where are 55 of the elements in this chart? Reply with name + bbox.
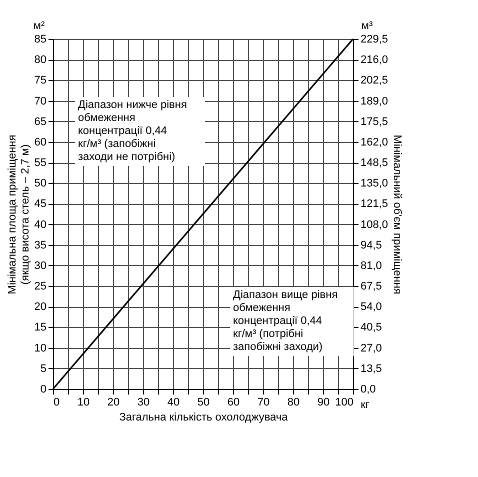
y-tick-label: 15 (34, 322, 46, 334)
y-tick-label: 5 (40, 362, 46, 375)
text: м² (33, 20, 45, 32)
y-tick-label: 75 (34, 74, 46, 87)
text: м³ (361, 20, 373, 32)
y-tick-label: 50 (34, 178, 46, 190)
y-tick-label: 65 (34, 116, 46, 128)
y-tick-label: 10 (34, 342, 46, 354)
y-tick-label: 45 (34, 198, 46, 210)
y2-tick-label: 0,0 (360, 384, 376, 396)
annotation: Діапазон нижче рівня обмеження концентрації 0,44 кг/м³ (запобіжні заходи не потрібні) (78, 99, 187, 163)
text: кг (360, 399, 370, 411)
y-axis-title: Мінімальна площа приміщення (якщо висота стель – 2,7 м) (6, 134, 32, 294)
y-tick-label: 55 (34, 157, 46, 170)
y2-tick-label: 13,5 (360, 362, 382, 375)
y2-tick-label: 27,0 (360, 342, 382, 354)
y2-tick-label: 54,0 (360, 301, 382, 314)
x-tick-label: 40 (167, 396, 180, 408)
y-tick-label: 85 (34, 34, 46, 46)
y2-tick-label: 202,5 (360, 74, 388, 87)
y-tick-label: 80 (34, 54, 46, 66)
x-tick-label: 70 (257, 396, 270, 408)
y2-axis-title: Мінімальний об'єм приміщення (391, 134, 404, 294)
x-tick-label: 80 (287, 396, 300, 408)
y-tick-label: 25 (34, 280, 46, 293)
x-tick-label: 100 (335, 396, 354, 408)
y2-tick-label: 135,0 (360, 178, 388, 190)
y2-tick-label: 121,5 (360, 198, 388, 210)
y2-tick-label: 94,5 (360, 239, 382, 252)
x-tick-label: 20 (107, 396, 120, 408)
y-tick-label: 70 (34, 95, 46, 108)
y2-tick-label: 162,0 (360, 136, 388, 148)
x-tick-label: 90 (317, 396, 330, 408)
x-tick-label: 0 (54, 396, 60, 408)
y-tick-label: 35 (34, 239, 46, 252)
y-tick-label: 60 (34, 136, 46, 148)
y-tick-label: 30 (34, 260, 46, 272)
y-tick-label: 20 (34, 301, 46, 314)
y2-tick-label: 81,0 (360, 260, 382, 272)
x-tick-label: 10 (77, 396, 90, 408)
y2-tick-label: 40,5 (360, 322, 382, 334)
annotation: Діапазон вище рівня обмеження концентрації 0,44 кг/м³ (потрібні запобіжні заходи) (233, 289, 338, 353)
y2-tick-label: 67,5 (360, 280, 382, 293)
y2-tick-label: 175,5 (360, 116, 388, 128)
x-tick-label: 60 (227, 396, 240, 408)
x-axis-title: Загальна кількість охолоджувача (119, 412, 289, 424)
y-tick-label: 40 (34, 218, 46, 231)
y-tick-label: 0 (40, 384, 46, 396)
y2-tick-label: 108,0 (360, 218, 388, 231)
y2-tick-label: 148,5 (360, 157, 388, 170)
x-tick-label: 30 (137, 396, 150, 408)
x-tick-label: 50 (197, 396, 210, 408)
y2-tick-label: 189,0 (360, 95, 388, 108)
y2-tick-label: 216,0 (360, 54, 388, 66)
y2-tick-label: 229,5 (360, 34, 388, 46)
